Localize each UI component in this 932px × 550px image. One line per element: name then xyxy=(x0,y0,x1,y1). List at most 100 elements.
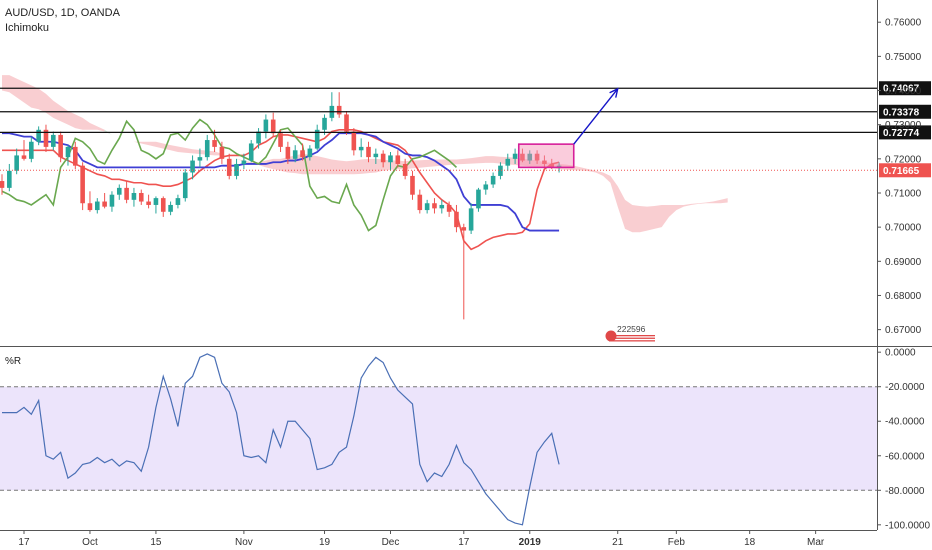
price-level-tag xyxy=(879,81,931,96)
price-level-label: 0.74067 xyxy=(883,84,920,95)
candle-body xyxy=(461,227,467,231)
candle-body xyxy=(410,175,415,195)
candle xyxy=(461,223,467,320)
price-tick-label: 0.75000 xyxy=(885,52,922,63)
candle-body xyxy=(124,187,129,200)
candle xyxy=(87,191,93,212)
candle xyxy=(153,196,159,214)
candle-body xyxy=(270,119,276,134)
candle-body xyxy=(160,198,166,212)
candle-body xyxy=(505,158,511,166)
candle xyxy=(314,124,320,151)
candle xyxy=(432,198,437,214)
candle-body xyxy=(131,192,137,200)
candle-body xyxy=(138,192,144,202)
candle xyxy=(160,196,166,217)
price-tick-label: 0.70000 xyxy=(885,223,922,234)
candle-body xyxy=(483,184,489,190)
annotations: 0.74067 0.73378 0.72774 0.71665 222596 xyxy=(0,81,931,342)
candle xyxy=(476,187,481,212)
time-tick-label: 21 xyxy=(612,537,624,548)
candle-body xyxy=(446,204,452,212)
candle xyxy=(248,140,254,163)
oscillator-label: %R xyxy=(5,356,22,367)
symbol-title: AUD/USD, 1D, OANDA xyxy=(5,7,120,19)
candle xyxy=(292,145,298,163)
candle xyxy=(380,150,386,168)
candle xyxy=(439,199,445,214)
time-tick-label: 18 xyxy=(744,537,756,548)
price-tick-label: 0.72000 xyxy=(885,154,922,165)
candle-body xyxy=(116,187,122,195)
candle-body xyxy=(109,194,115,207)
candle-body xyxy=(542,160,547,164)
candle xyxy=(468,203,474,234)
candle xyxy=(417,189,423,214)
candle-body xyxy=(256,131,261,144)
candle-body xyxy=(21,155,27,159)
wr-tick-label: -60.0000 xyxy=(885,451,925,462)
projection-arrow-head xyxy=(609,87,619,98)
candle xyxy=(454,204,459,233)
candle xyxy=(80,162,85,211)
candle-body xyxy=(263,119,269,132)
williams-r-pane xyxy=(0,353,877,526)
price-level-label: 0.73378 xyxy=(883,107,920,118)
candle xyxy=(138,189,144,205)
candle xyxy=(219,141,225,164)
candle-body xyxy=(314,129,320,149)
candle-body xyxy=(424,203,430,211)
candle xyxy=(7,163,12,192)
candle xyxy=(336,92,342,118)
candle xyxy=(94,198,100,214)
price-tick-label: 0.67000 xyxy=(885,325,922,336)
candle xyxy=(256,128,261,149)
candle xyxy=(373,148,379,164)
price-level-label: 0.72774 xyxy=(883,128,920,139)
candle-body xyxy=(300,150,305,158)
candle xyxy=(542,155,547,168)
chikou-span-line xyxy=(1,118,458,232)
candle-body xyxy=(278,133,283,147)
candle xyxy=(102,192,107,209)
candle-body xyxy=(190,160,195,173)
candle-body xyxy=(322,117,327,130)
axes: 0.76000 0.75000 0.74000 0.73000 0.72000 0.710… xyxy=(18,18,930,548)
candle-body xyxy=(175,198,181,205)
candle-body xyxy=(58,134,63,158)
candle-body xyxy=(373,153,379,158)
candle-body xyxy=(344,114,349,132)
price-tick-label: 0.68000 xyxy=(885,291,922,302)
candle-body xyxy=(0,181,5,188)
time-tick-label: 17 xyxy=(18,537,30,548)
flag-icon-stripe xyxy=(609,340,655,342)
overbought-oversold-band xyxy=(0,386,877,491)
candle xyxy=(388,152,393,171)
cloud-bearish xyxy=(2,75,105,132)
candle xyxy=(0,174,5,195)
candle-body xyxy=(336,105,342,115)
projection-arrow xyxy=(573,88,619,145)
candle xyxy=(498,162,503,180)
price-candles xyxy=(0,92,562,320)
candle-body xyxy=(219,146,225,159)
candle-body xyxy=(234,163,239,176)
price-tick-label: 0.74000 xyxy=(885,86,922,97)
time-tick-label: 19 xyxy=(319,537,331,548)
price-tick-label: 0.71000 xyxy=(885,188,922,199)
candle xyxy=(446,201,452,217)
candle xyxy=(490,172,496,188)
candle-body xyxy=(65,146,71,158)
candle xyxy=(14,148,19,175)
candle-body xyxy=(395,155,401,164)
candle-body xyxy=(102,201,107,207)
candle-body xyxy=(380,153,386,163)
candle xyxy=(29,136,34,163)
wr-tick-label: -80.0000 xyxy=(885,486,925,497)
candle-body xyxy=(498,165,503,176)
candle-body xyxy=(14,155,19,171)
price-tick-label: 0.76000 xyxy=(885,18,922,29)
candle xyxy=(534,150,540,164)
cloud-bearish xyxy=(236,153,728,233)
candle-body xyxy=(292,150,298,159)
